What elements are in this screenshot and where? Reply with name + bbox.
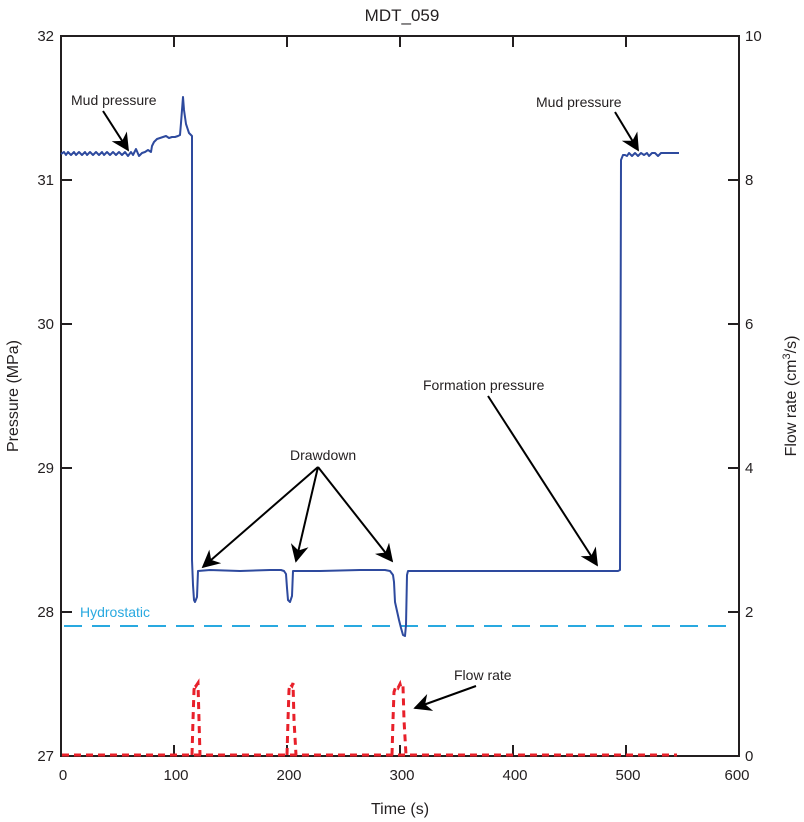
x-tick-0: 0 (59, 767, 67, 784)
x-tick-500: 500 (615, 767, 640, 784)
y-tick-28: 28 (37, 604, 54, 621)
left-axis-labels: 27 28 29 30 31 32 (37, 28, 54, 765)
x-axis-title: Time (s) (371, 801, 429, 818)
annotation-mud-pressure-left: Mud pressure (71, 92, 157, 108)
y2-tick-2: 2 (745, 604, 753, 621)
x-tick-400: 400 (502, 767, 527, 784)
arrow-formation-pressure (487, 395, 598, 567)
right-axis-labels: 0 2 4 6 8 10 (745, 28, 762, 765)
arrow-drawdown-3 (317, 466, 394, 563)
x-axis-ticks (173, 36, 627, 756)
y2-axis-title-post: /s) (783, 336, 800, 354)
annotation-hydrostatic: Hydrostatic (80, 604, 150, 620)
y2-tick-0: 0 (745, 748, 753, 765)
plot-frame (60, 35, 740, 757)
y-tick-29: 29 (37, 460, 54, 477)
y2-axis-title: Flow rate (cm3/s) (781, 336, 800, 457)
arrow-mud-pressure-right (614, 111, 639, 152)
y2-tick-6: 6 (745, 316, 753, 333)
arrow-drawdown-1 (201, 466, 319, 569)
x-axis-labels: 0 100 200 300 400 500 600 (59, 767, 750, 784)
y2-tick-10: 10 (745, 28, 762, 45)
arrow-drawdown-2 (290, 466, 319, 563)
y-tick-27: 27 (37, 748, 54, 765)
chart-title: MDT_059 (365, 6, 440, 25)
left-axis-ticks (61, 179, 72, 613)
flow-rate-series (62, 678, 677, 757)
x-tick-200: 200 (276, 767, 301, 784)
pressure-series (60, 96, 679, 637)
y2-axis-title-pre: Flow rate (cm (783, 360, 800, 457)
x-tick-300: 300 (389, 767, 414, 784)
annotation-drawdown: Drawdown (290, 447, 356, 463)
x-tick-100: 100 (163, 767, 188, 784)
y-tick-32: 32 (37, 28, 54, 45)
right-axis-ticks (728, 179, 739, 613)
y2-axis-title-sup: 3 (781, 353, 793, 359)
annotation-formation-pressure: Formation pressure (423, 377, 545, 393)
annotation-mud-pressure-right: Mud pressure (536, 94, 622, 110)
y-axis-title: Pressure (MPa) (5, 340, 22, 452)
y2-tick-8: 8 (745, 172, 753, 189)
arrow-mud-pressure-left (102, 110, 129, 152)
y-tick-31: 31 (37, 172, 54, 189)
arrow-flow-rate (413, 685, 477, 711)
y2-tick-4: 4 (745, 460, 753, 477)
x-tick-600: 600 (724, 767, 749, 784)
y-tick-30: 30 (37, 316, 54, 333)
annotation-flow-rate: Flow rate (454, 667, 512, 683)
